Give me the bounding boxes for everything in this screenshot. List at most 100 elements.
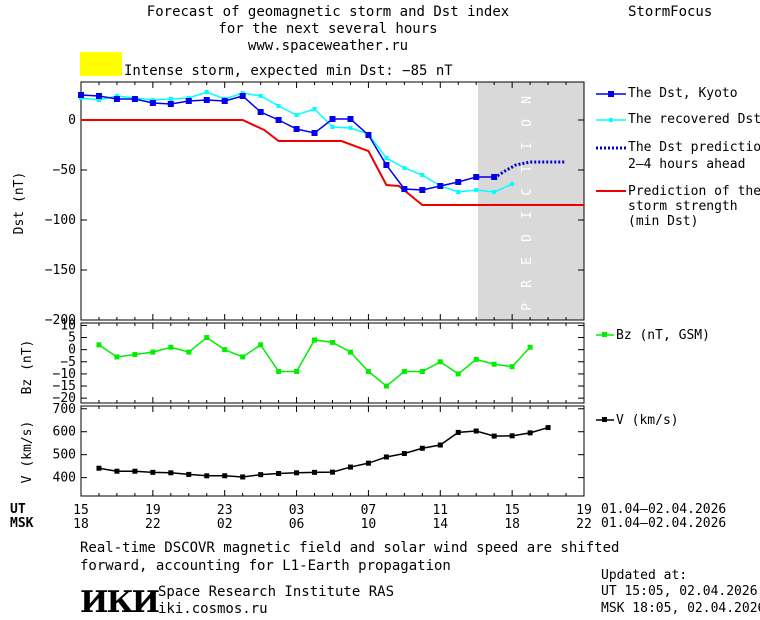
bz-y-tick-label: 10 [60, 318, 76, 333]
v-point [545, 425, 551, 431]
legend-strength-label-1: Prediction of the [628, 184, 760, 199]
v-point [258, 472, 264, 478]
ut-tick-label: 19 [145, 503, 161, 518]
ut-tick-label: 23 [217, 503, 233, 518]
ut-tick-label: 07 [361, 503, 377, 518]
bz-point [455, 371, 461, 377]
bz-point [114, 354, 120, 360]
website-link[interactable]: www.spaceweather.ru [247, 38, 409, 54]
recovered-dst-point [384, 156, 389, 160]
msk-tick-label: 22 [145, 517, 161, 532]
msk-tick-label: 22 [576, 517, 592, 532]
prediction-label-letter: C [520, 188, 535, 196]
bz-point [168, 344, 174, 350]
bz-line [98, 336, 531, 387]
kyoto-dst-point [437, 183, 444, 189]
bz-point [437, 359, 443, 365]
legend-dst-label: The Dst, Kyoto [628, 86, 738, 101]
dst-axis-title: Dst (nT) [12, 172, 27, 235]
legend-recovered-label: The recovered Dst [628, 112, 760, 127]
kyoto-dst-point [401, 186, 408, 192]
v-line [98, 426, 549, 478]
v-point [383, 454, 389, 460]
kyoto-dst-point [185, 98, 192, 104]
institute-website[interactable]: iki.cosmos.ru [158, 601, 268, 617]
ut-date-range: 01.04–02.04.2026 [601, 502, 727, 517]
ut-tick-label: 19 [576, 503, 592, 518]
storm-status-swatch [80, 52, 122, 76]
recovered-dst-point [258, 94, 263, 98]
bz-point [150, 349, 156, 355]
v-y-tick-label: 500 [53, 448, 76, 463]
prediction-shaded-region [478, 82, 584, 320]
msk-tick-label: 18 [504, 517, 520, 532]
msk-date-range: 01.04–02.04.2026 [601, 516, 727, 531]
bz-point [240, 354, 246, 360]
recovered-dst-point [456, 190, 461, 194]
legend-bz-marker [602, 332, 607, 337]
dst-y-tick-label: −150 [45, 263, 76, 278]
v-axis-title: V (km/s) [20, 421, 35, 484]
recovered-dst-point [474, 188, 479, 192]
legend-bz-label: Bz (nT, GSM) [616, 328, 710, 343]
msk-tick-label: 14 [432, 517, 448, 532]
kyoto-dst-point [347, 116, 354, 122]
footer-note-line-1: Real-time DSCOVR magnetic field and sola… [80, 540, 620, 556]
ut-tick-label: 11 [432, 503, 448, 518]
bz-point [419, 368, 425, 374]
bz-point [222, 347, 228, 353]
bz-axis-title: Bz (nT) [20, 340, 35, 395]
legend-dst-line-marker [608, 91, 614, 97]
prediction-label-letter: E [520, 257, 535, 265]
recovered-dst-point [168, 97, 173, 101]
storm-status-text: Intense storm, expected min Dst: −85 nT [124, 63, 453, 79]
prediction-label-letter: N [520, 96, 535, 104]
kyoto-dst-point [455, 179, 462, 185]
kyoto-dst-point [167, 101, 174, 107]
bz-y-tick-label: −20 [53, 391, 76, 406]
v-point [509, 433, 515, 439]
prediction-label-letter: O [520, 119, 535, 127]
bz-y-tick-label: 5 [68, 331, 76, 346]
chart-title-line-1: Forecast of geomagnetic storm and Dst in… [146, 4, 510, 20]
bz-y-tick-label: 0 [68, 343, 76, 358]
bz-point [509, 364, 515, 370]
v-point [276, 471, 282, 476]
v-point [114, 468, 120, 474]
recovered-dst-point [402, 166, 407, 170]
kyoto-dst-point [149, 100, 156, 106]
legend-strength-label-2: storm strength [628, 199, 738, 214]
prediction-label-letter: I [520, 211, 535, 219]
bz-point [258, 342, 264, 348]
bz-point [186, 349, 192, 355]
dst-prediction-line [493, 160, 567, 180]
legend-v-label: V (km/s) [616, 413, 679, 428]
kyoto-dst-point [203, 97, 210, 103]
v-point [222, 473, 228, 479]
v-point [204, 473, 210, 479]
bz-point [347, 349, 353, 355]
kyoto-dst-point [365, 132, 372, 138]
prediction-label-letter: T [520, 165, 535, 173]
prediction-label-letter: D [520, 234, 535, 242]
recovered-dst-point [294, 113, 299, 117]
v-frame [80, 405, 585, 497]
chart-title-line-2: for the next several hours [218, 21, 438, 37]
kyoto-dst-point [419, 187, 426, 193]
v-y-tick-label: 700 [53, 402, 76, 417]
ut-tick-label: 15 [73, 503, 89, 518]
v-point [437, 442, 443, 448]
kyoto-dst-point [473, 174, 480, 180]
bz-point [132, 352, 138, 358]
bz-point [401, 368, 407, 374]
storm-strength-line [81, 119, 584, 206]
kyoto-dst-point [383, 162, 390, 168]
kyoto-dst-point [329, 116, 336, 122]
v-point [419, 445, 425, 451]
kyoto-dst-point [78, 92, 84, 98]
msk-tick-label: 18 [73, 517, 89, 532]
v-point [330, 469, 335, 475]
prediction-label-letter: R [520, 280, 535, 288]
bz-y-tick-label: −10 [53, 367, 76, 382]
